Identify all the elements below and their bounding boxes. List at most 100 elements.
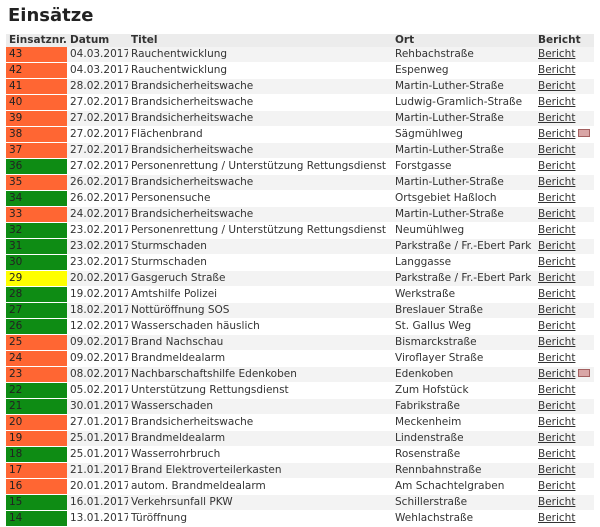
bericht-link[interactable]: Bericht	[538, 208, 576, 220]
page-title: Einsätze	[8, 5, 94, 26]
bericht-link[interactable]: Bericht	[538, 352, 576, 364]
bericht-link[interactable]: Bericht	[538, 416, 576, 428]
bericht-link[interactable]: Bericht	[538, 304, 576, 316]
bericht-link[interactable]: Bericht	[538, 464, 576, 476]
bericht-link[interactable]: Bericht	[538, 432, 576, 444]
bericht-link[interactable]: Bericht	[538, 224, 576, 236]
einsatznr-cell: 14	[6, 510, 67, 527]
table-row: 22 05.02.2017 Unterstützung Rettungsdienst…	[6, 382, 594, 399]
table-row: 37 27.02.2017 Brandsicherheitswache Martin-…	[6, 142, 594, 159]
bericht-link[interactable]: Bericht	[538, 480, 576, 492]
einsatznr-cell: 17	[6, 462, 67, 479]
ort-cell: Breslauer Straße	[392, 302, 535, 319]
bericht-cell: Bericht	[535, 78, 594, 95]
bericht-link[interactable]: Bericht	[538, 320, 576, 332]
bericht-link[interactable]: Bericht	[538, 400, 576, 412]
bericht-link[interactable]: Bericht	[538, 512, 576, 524]
bericht-cell: Bericht	[535, 158, 594, 175]
einsatznr-cell: 20	[6, 414, 67, 431]
bericht-cell: Bericht	[535, 190, 594, 207]
table-row: 24 09.02.2017 Brandmeldealarm Viroflayer St…	[6, 350, 594, 367]
column-header-bericht: Bericht	[535, 34, 594, 47]
titel-cell: Wasserschaden häuslich	[128, 318, 392, 335]
ort-cell: Sägmühlweg	[392, 126, 535, 143]
datum-cell: 27.01.2017	[67, 414, 128, 431]
einsatznr-cell: 18	[6, 446, 67, 463]
titel-cell: Sturmschaden	[128, 254, 392, 271]
datum-cell: 04.03.2017	[67, 62, 128, 79]
bericht-cell: Bericht	[535, 414, 594, 431]
table-row: 20 27.01.2017 Brandsicherheitswache Meckenh…	[6, 414, 594, 431]
einsatznr-cell: 25	[6, 334, 67, 351]
datum-cell: 09.02.2017	[67, 350, 128, 367]
titel-cell: Flächenbrand	[128, 126, 392, 143]
bericht-link[interactable]: Bericht	[538, 272, 576, 284]
bericht-link[interactable]: Bericht	[538, 48, 576, 60]
bericht-cell: Bericht	[535, 510, 594, 527]
bericht-link[interactable]: Bericht	[538, 160, 576, 172]
bericht-cell: Bericht	[535, 174, 594, 191]
table-row: 32 23.02.2017 Personenrettung / Unterstütz…	[6, 222, 594, 239]
bericht-cell: Bericht	[535, 126, 594, 143]
datum-cell: 28.02.2017	[67, 78, 128, 95]
bericht-link[interactable]: Bericht	[538, 240, 576, 252]
titel-cell: Brandmeldealarm	[128, 430, 392, 447]
bericht-cell: Bericht	[535, 398, 594, 415]
ort-cell: Martin-Luther-Straße	[392, 78, 535, 95]
bericht-cell: Bericht	[535, 334, 594, 351]
bericht-link[interactable]: Bericht	[538, 96, 576, 108]
column-header-einsatznr: Einsatznr.	[6, 34, 67, 47]
envelope-icon[interactable]	[578, 129, 591, 137]
table-row: 23 08.02.2017 Nachbarschaftshilfe Edenkobe…	[6, 366, 594, 383]
bericht-link[interactable]: Bericht	[538, 144, 576, 156]
column-header-titel: Titel	[128, 34, 392, 47]
column-header-ort: Ort	[392, 34, 535, 47]
bericht-link[interactable]: Bericht	[538, 288, 576, 300]
einsatznr-cell: 28	[6, 286, 67, 303]
bericht-link[interactable]: Bericht	[538, 64, 576, 76]
titel-cell: Nachbarschaftshilfe Edenkoben	[128, 366, 392, 383]
datum-cell: 26.02.2017	[67, 174, 128, 191]
titel-cell: Wasserrohrbruch	[128, 446, 392, 463]
datum-cell: 05.02.2017	[67, 382, 128, 399]
bericht-link[interactable]: Bericht	[538, 448, 576, 460]
titel-cell: Brandsicherheitswache	[128, 110, 392, 127]
bericht-cell: Bericht	[535, 350, 594, 367]
ort-cell: Meckenheim	[392, 414, 535, 431]
bericht-link[interactable]: Bericht	[538, 176, 576, 188]
datum-cell: 23.02.2017	[67, 222, 128, 239]
titel-cell: Rauchentwicklung	[128, 47, 392, 63]
bericht-link[interactable]: Bericht	[538, 112, 576, 124]
bericht-link[interactable]: Bericht	[538, 192, 576, 204]
bericht-link[interactable]: Bericht	[538, 128, 576, 140]
datum-cell: 25.01.2017	[67, 430, 128, 447]
bericht-link[interactable]: Bericht	[538, 80, 576, 92]
envelope-icon[interactable]	[578, 369, 591, 377]
einsatznr-cell: 24	[6, 350, 67, 367]
titel-cell: Verkehrsunfall PKW	[128, 494, 392, 511]
titel-cell: Unterstützung Rettungsdienst	[128, 382, 392, 399]
bericht-link[interactable]: Bericht	[538, 384, 576, 396]
ort-cell: Martin-Luther-Straße	[392, 142, 535, 159]
table-row: 35 26.02.2017 Brandsicherheitswache Martin-…	[6, 174, 594, 191]
bericht-link[interactable]: Bericht	[538, 336, 576, 348]
einsatznr-cell: 37	[6, 142, 67, 159]
titel-cell: Nottüröffnung SOS	[128, 302, 392, 319]
einsatznr-cell: 31	[6, 238, 67, 255]
datum-cell: 20.02.2017	[67, 270, 128, 287]
ort-cell: Rennbahnstraße	[392, 462, 535, 479]
bericht-cell: Bericht	[535, 238, 594, 255]
bericht-link[interactable]: Bericht	[538, 368, 576, 380]
bericht-link[interactable]: Bericht	[538, 496, 576, 508]
ort-cell: Schillerstraße	[392, 494, 535, 511]
einsatznr-cell: 32	[6, 222, 67, 239]
table-row: 30 23.02.2017 Sturmschaden Langgasse Bericht	[6, 254, 594, 271]
bericht-cell: Bericht	[535, 254, 594, 271]
ort-cell: Wehlachstraße	[392, 510, 535, 527]
ort-cell: Ortsgebiet Haßloch	[392, 190, 535, 207]
titel-cell: Brandsicherheitswache	[128, 414, 392, 431]
einsatznr-cell: 15	[6, 494, 67, 511]
bericht-link[interactable]: Bericht	[538, 256, 576, 268]
einsatznr-cell: 36	[6, 158, 67, 175]
datum-cell: 27.02.2017	[67, 126, 128, 143]
